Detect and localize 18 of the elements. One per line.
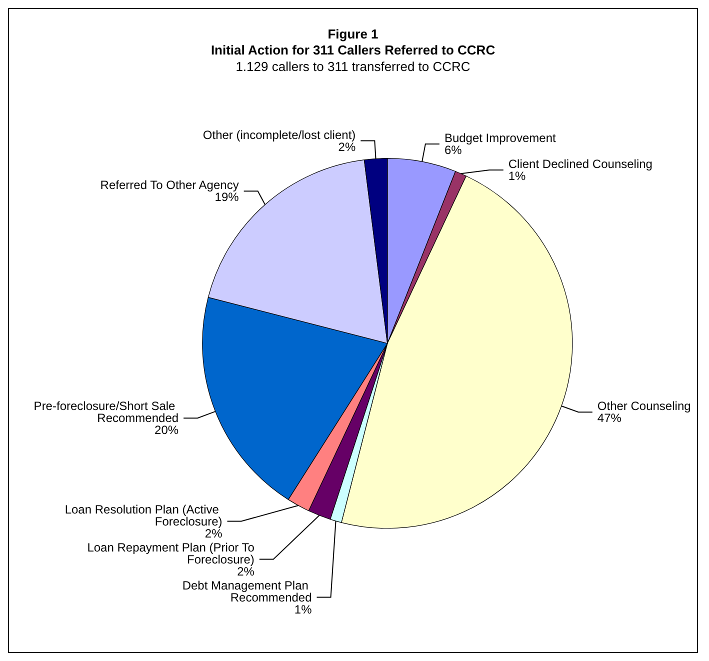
slice-label: Budget Improvement xyxy=(444,130,556,145)
data-label: 19% xyxy=(214,190,240,204)
slice-label: Other Counseling xyxy=(597,399,691,414)
slice-label: Pre-foreclosure/Short Sale Recommended xyxy=(34,399,179,426)
chart-subtitle: 1.129 callers to 311 transferred to CCRC xyxy=(236,59,470,74)
slice-label: Debt Management Plan Recommended xyxy=(182,578,312,604)
data-label: 1% xyxy=(294,602,312,616)
slice-label: Loan Repayment Plan (Prior To Foreclosure) xyxy=(87,540,255,566)
chart-title: Figure 1 Initial Action for 311 Callers Referred to CCRC xyxy=(210,26,496,58)
data-label: 47% xyxy=(597,411,622,426)
data-label: 6% xyxy=(444,142,462,157)
data-label: 2% xyxy=(204,526,223,540)
slice-label: Referred To Other Agency xyxy=(100,178,239,192)
data-label: 1% xyxy=(508,168,526,183)
slice-label: Client Declined Counseling xyxy=(508,156,652,171)
slice-label: Loan Resolution Plan (Active Foreclosure) xyxy=(64,502,222,528)
data-label: 20% xyxy=(154,423,179,438)
slice-label: Other (incomplete/lost client) xyxy=(202,128,356,142)
